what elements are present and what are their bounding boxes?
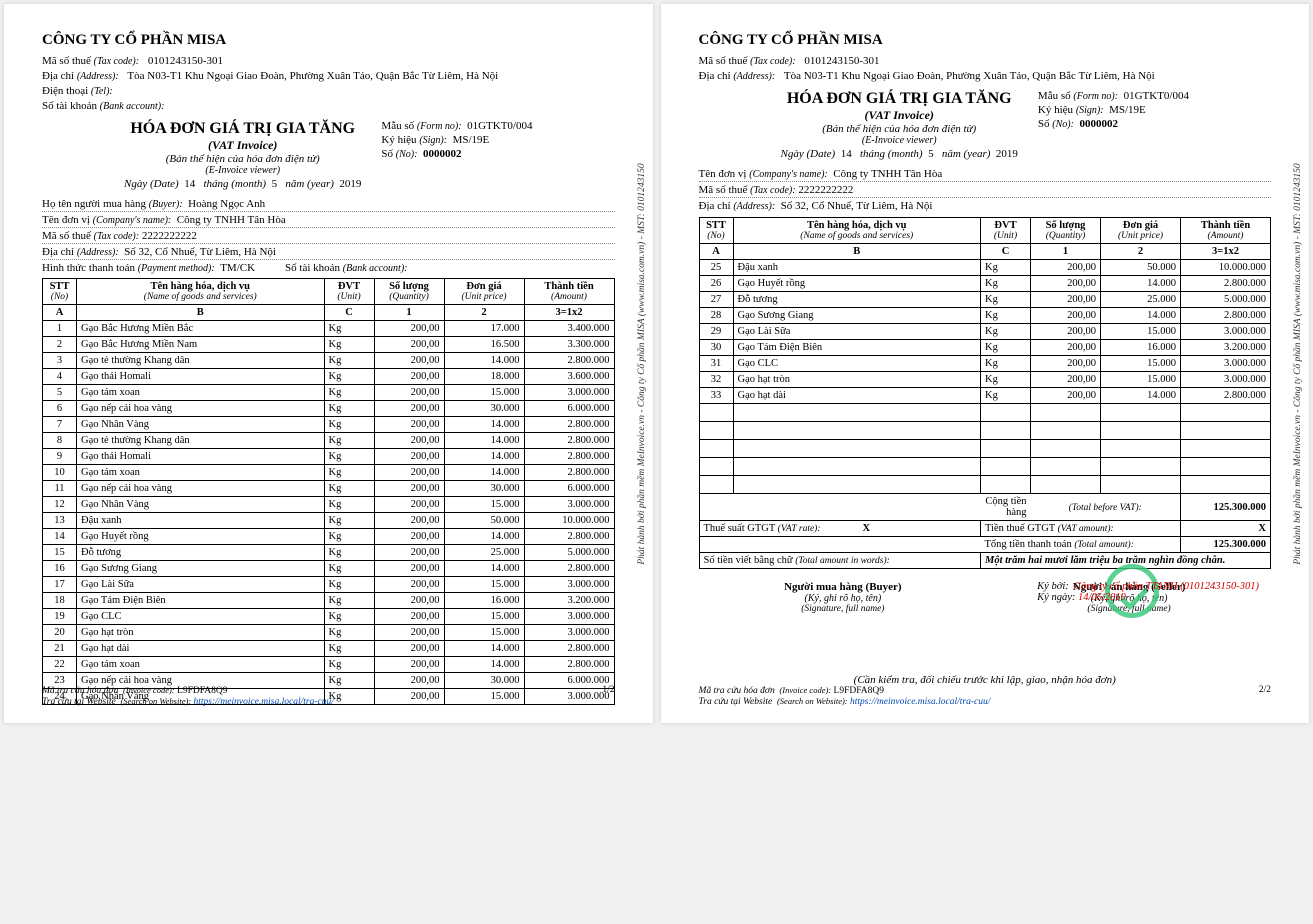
table-row: 25Đậu xanhKg200,0050.00010.000.000 [699,260,1271,276]
subtotal-row: Cộng tiền hàng (Total before VAT): 125.3… [699,494,1271,521]
search-link[interactable]: https://meinvoice.misa.local/tra-cuu/ [850,697,990,707]
table-row: 10Gạo tám xoanKg200,0014.0002.800.000 [43,465,615,481]
invoice-title: HÓA ĐƠN GIÁ TRỊ GIA TĂNG [781,90,1018,108]
table-row: 21Gạo hạt dàiKg200,0014.0002.800.000 [43,641,615,657]
company-tax: Mã số thuế (Tax code): 0101243150-301 [42,55,615,67]
table-row: 31Gạo CLCKg200,0015.0003.000.000 [699,356,1271,372]
table-row: 2Gạo Bắc Hương Miền NamKg200,0016.5003.3… [43,337,615,353]
table-row: 20Gạo hạt trònKg200,0015.0003.000.000 [43,625,615,641]
table-row: 15Đỗ tươngKg200,0025.0005.000.000 [43,545,615,561]
table-row: 4Gạo thái HomaliKg200,0018.0003.600.000 [43,369,615,385]
company-tel: Điện thoại (Tel): [42,85,615,97]
invoice-no: Số (No): 0000002 [381,148,532,160]
buyer-block: Tên đơn vị (Company's name): Công ty TNH… [699,168,1272,213]
vat-row: Thuế suất GTGT (VAT rate): X Tiền thuế G… [699,521,1271,537]
table-row: 16Gạo Sương GiangKg200,0014.0002.800.000 [43,561,615,577]
title-block: HÓA ĐƠN GIÁ TRỊ GIA TĂNG (VAT Invoice) (… [42,120,615,198]
company-name: CÔNG TY CỔ PHẦN MISA [699,32,1272,49]
table-row: 17Gạo Lài SữaKg200,0015.0003.000.000 [43,577,615,593]
table-row: 28Gạo Sương GiangKg200,0014.0002.800.000 [699,308,1271,324]
footer-p1: Mã tra cứu hóa đơn (Invoice code): L9FDF… [42,685,615,707]
items-table-p1: STT(No) Tên hàng hóa, dịch vụ(Name of go… [42,278,615,705]
table-row: 8Gạo tẻ thường Khang dânKg200,0014.0002.… [43,433,615,449]
total-row: Tổng tiền thanh toán (Total amount): 125… [699,537,1271,553]
company-bank: Số tài khoản (Bank account): [42,100,615,112]
table-row: 30Gạo Tám Điện BiênKg200,0016.0003.200.0… [699,340,1271,356]
invoice-title: HÓA ĐƠN GIÁ TRỊ GIA TĂNG [124,120,361,138]
side-text: Phát hành bởi phần mềm MeInvoice.vn - Cô… [637,163,647,564]
side-text: Phát hành bởi phần mềm MeInvoice.vn - Cô… [1293,163,1303,564]
company-name: CÔNG TY CỔ PHẦN MISA [42,32,615,49]
form-no: Mẫu số (Form no): 01GTKT0/004 [1038,90,1189,102]
table-row: 22Gạo tám xoanKg200,0014.0002.800.000 [43,657,615,673]
form-no: Mẫu số (Form no): 01GTKT0/004 [381,120,532,132]
table-row: 6Gạo nếp cải hoa vàngKg200,0030.0006.000… [43,401,615,417]
items-table-p2: STT(No) Tên hàng hóa, dịch vụ(Name of go… [699,217,1272,569]
table-row: 7Gạo Nhân VàngKg200,0014.0002.800.000 [43,417,615,433]
table-row: 26Gạo Huyết rồngKg200,0014.0002.800.000 [699,276,1271,292]
invoice-date: Ngày (Date) 14 tháng (month) 5 năm (year… [781,148,1018,160]
table-row: 29Gạo Lài SữaKg200,0015.0003.000.000 [699,324,1271,340]
table-row: 11Gạo nếp cải hoa vàngKg200,0030.0006.00… [43,481,615,497]
table-row: 32Gạo hạt trònKg200,0015.0003.000.000 [699,372,1271,388]
table-row: 5Gạo tám xoanKg200,0015.0003.000.000 [43,385,615,401]
table-row: 13Đậu xanhKg200,0050.00010.000.000 [43,513,615,529]
sign: Ký hiệu (Sign): MS/19E [381,134,532,146]
company-tax: Mã số thuế (Tax code): 0101243150-301 [699,55,1272,67]
page-number: 2/2 [1259,685,1271,707]
table-row: 9Gạo thái HomaliKg200,0014.0002.800.000 [43,449,615,465]
table-row: 27Đỗ tươngKg200,0025.0005.000.000 [699,292,1271,308]
invoice-date: Ngày (Date) 14 tháng (month) 5 năm (year… [124,178,361,190]
table-row: 12Gạo Nhân VàngKg200,0015.0003.000.000 [43,497,615,513]
page-number: 1/2 [602,685,614,707]
invoice-page-1: CÔNG TY CỔ PHẦN MISA Mã số thuế (Tax cod… [4,4,653,723]
digital-signature: Ký bởi: Công ty cổ phần TTANH (010124315… [1037,581,1259,603]
company-address: Địa chỉ (Address): Tòa N03-T1 Khu Ngoại … [42,70,615,82]
table-row: 33Gạo hạt dàiKg200,0014.0002.800.000 [699,388,1271,404]
search-link[interactable]: https://meinvoice.misa.local/tra-cuu/ [194,697,334,707]
table-row: 14Gạo Huyết rồngKg200,0014.0002.800.000 [43,529,615,545]
table-row: 3Gạo tẻ thường Khang dânKg200,0014.0002.… [43,353,615,369]
table-row: 1Gạo Bắc Hương Miền BắcKg200,0017.0003.4… [43,321,615,337]
buyer-block: Họ tên người mua hàng (Buyer): Hoàng Ngọ… [42,198,615,274]
title-block: HÓA ĐƠN GIÁ TRỊ GIA TĂNG (VAT Invoice) (… [699,90,1272,168]
invoice-page-2: CÔNG TY CỔ PHẦN MISA Mã số thuế (Tax cod… [661,4,1310,723]
table-row: 19Gạo CLCKg200,0015.0003.000.000 [43,609,615,625]
table-row: 18Gạo Tám Điện BiênKg200,0016.0003.200.0… [43,593,615,609]
words-row: Số tiền viết bằng chữ (Total amount in w… [699,553,1271,569]
company-address: Địa chỉ (Address): Tòa N03-T1 Khu Ngoại … [699,70,1272,82]
invoice-no: Số (No): 0000002 [1038,118,1189,130]
sign: Ký hiệu (Sign): MS/19E [1038,104,1189,116]
footer-p2: Mã tra cứu hóa đơn (Invoice code): L9FDF… [699,685,1272,707]
